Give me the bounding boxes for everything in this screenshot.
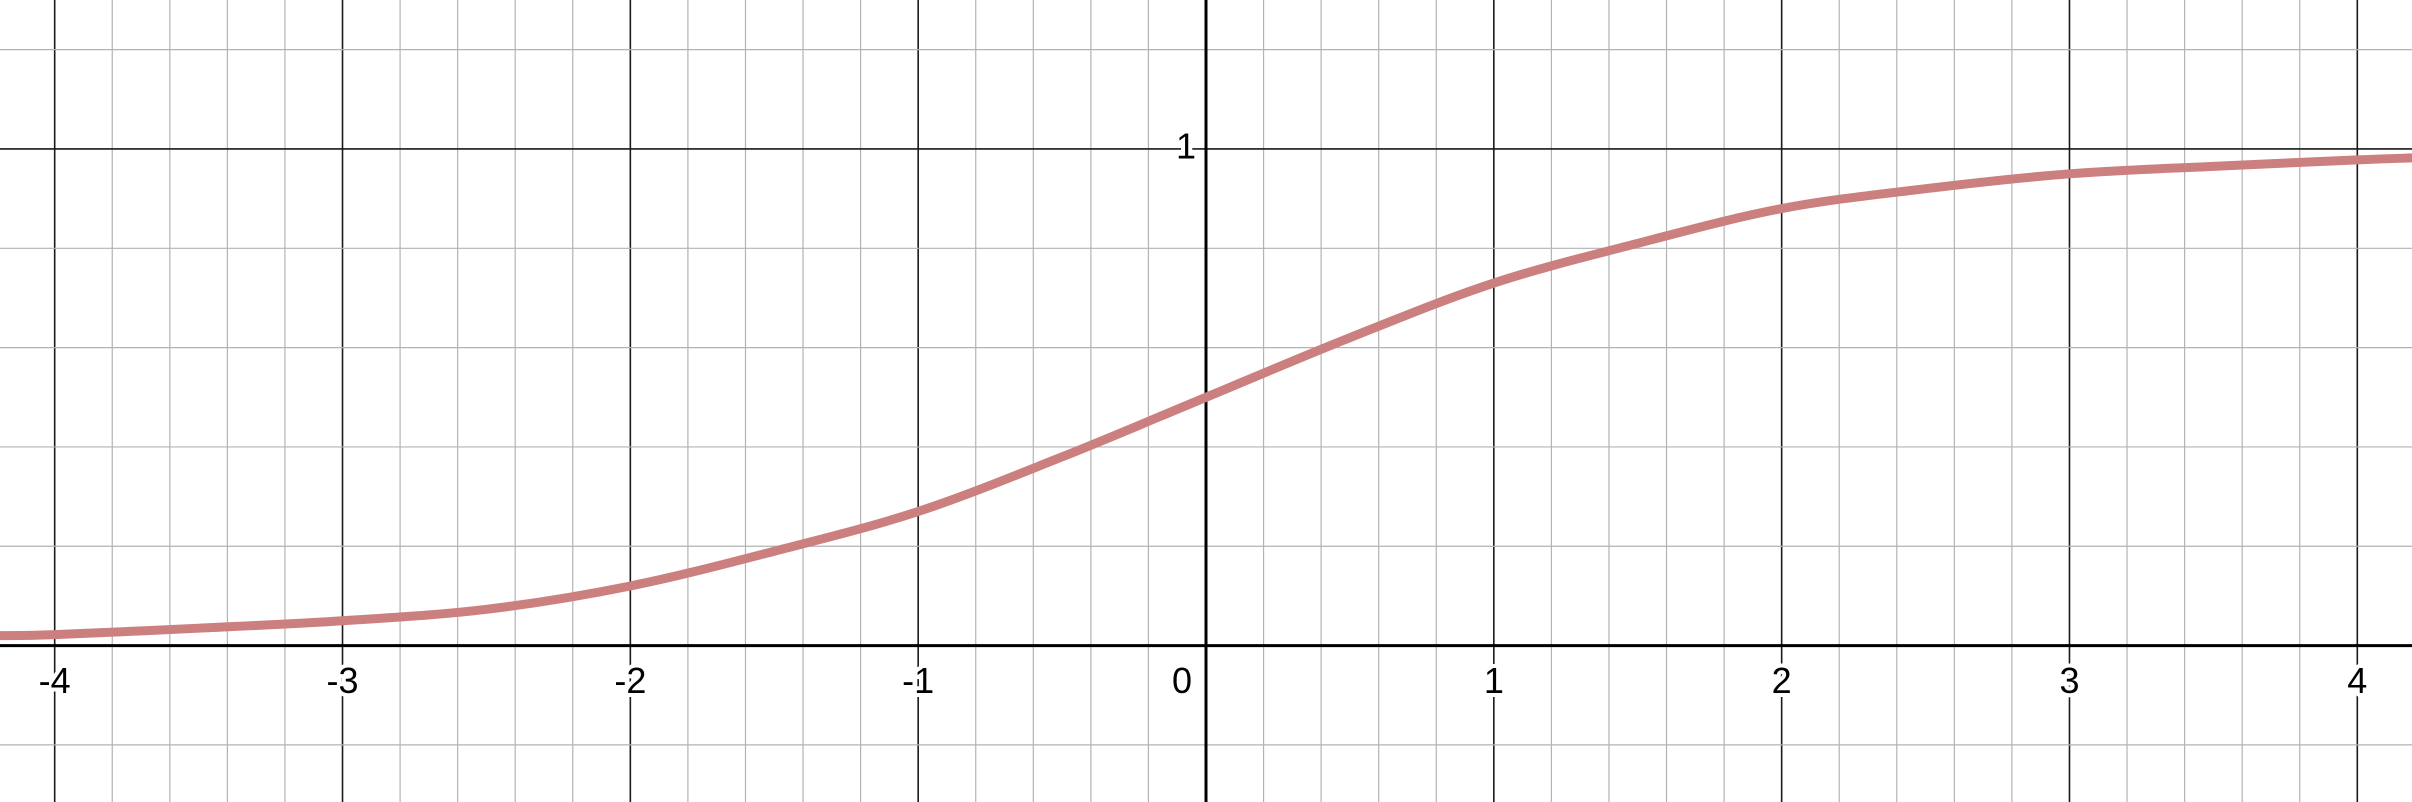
x-tick-label: 2 <box>1772 660 1792 701</box>
y-tick-label: 1 <box>1176 125 1196 166</box>
x-tick-label: -4 <box>39 660 71 701</box>
x-tick-label: 0 <box>1172 660 1192 701</box>
x-tick-label: -2 <box>614 660 646 701</box>
x-tick-label: -1 <box>902 660 934 701</box>
x-tick-label: 4 <box>2347 660 2367 701</box>
series-line-0 <box>0 153 2412 641</box>
series-layer <box>0 153 2412 641</box>
tick-labels: -4 -3 -2 -1 0 1 2 3 4 1 <box>35 121 2372 705</box>
x-tick-label: 1 <box>1484 660 1504 701</box>
x-tick-label: 3 <box>2059 660 2079 701</box>
x-tick-label: -3 <box>327 660 359 701</box>
